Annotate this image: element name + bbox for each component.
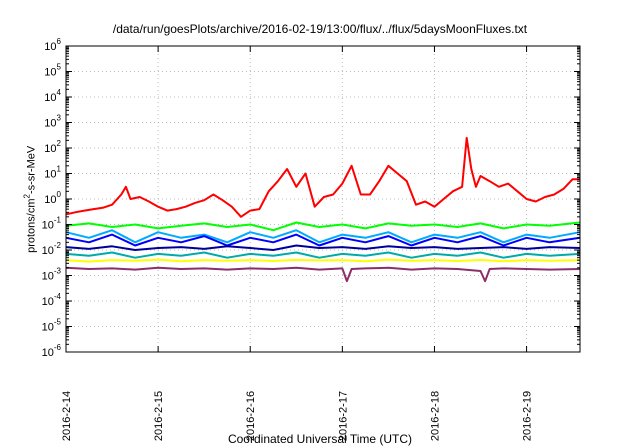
x-tick-label: 2016-2-19: [522, 391, 534, 441]
y-tick-label: 10-3: [42, 267, 62, 283]
y-tick-label: 106: [44, 37, 61, 53]
y-tick-label: 101: [44, 165, 61, 181]
y-tick-label: 100: [44, 190, 61, 206]
y-axis: 10-6 10-5 10-4 10-3 10-2 10-1 100 101 102 103 104 1…: [42, 37, 580, 359]
x-tick-label: 2016-2-15: [153, 391, 165, 441]
x-tick-label: 2016-2-18: [429, 391, 441, 441]
series-line-5: [65, 244, 581, 251]
x-axis-label: Coordinated Universal Time (UTC): [227, 432, 413, 446]
y-tick-label: 102: [44, 139, 61, 155]
series-line-6: [65, 251, 581, 259]
series-line-8: [65, 266, 581, 283]
series-lines: [65, 136, 581, 283]
y-tick-label: 10-5: [42, 318, 62, 334]
y-tick-label: 10-2: [42, 241, 62, 257]
y-axis-label: protons/cm2-s-sr-MeV: [22, 145, 38, 253]
series-line-3: [65, 229, 581, 244]
series-line-1: [65, 136, 580, 218]
series-line-7: [65, 258, 581, 263]
x-tick-label: 2016-2-14: [61, 391, 73, 441]
y-tick-label: 10-1: [42, 216, 62, 232]
y-tick-label: 103: [44, 114, 61, 130]
y-tick-label: 104: [44, 88, 61, 104]
series-line-4: [65, 233, 581, 247]
x-tick-label: 2016-2-16: [245, 391, 257, 441]
y-tick-label: 105: [44, 63, 61, 79]
y-tick-label: 10-4: [42, 292, 62, 308]
x-tick-label: 2016-2-17: [337, 391, 349, 441]
chart-title: /data/run/goesPlots/archive/2016-02-19/1…: [112, 22, 528, 36]
x-axis: 2016-2-14 2016-2-15 2016-2-16 2016-2-17 2016…: [61, 46, 534, 441]
y-tick-label: 10-6: [42, 343, 62, 359]
series-line-2: [65, 221, 581, 232]
